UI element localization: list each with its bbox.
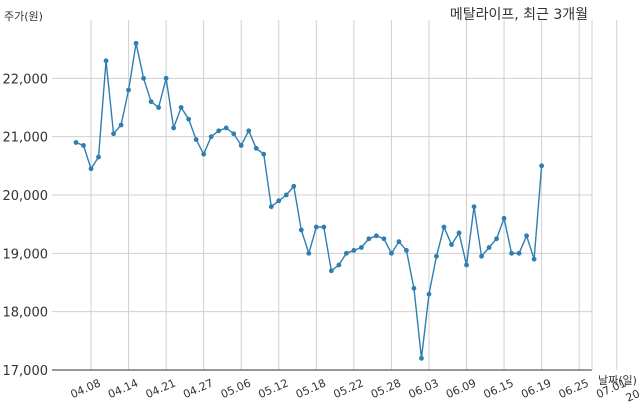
x-tick-label: 05.28 (369, 376, 403, 401)
data-point (441, 224, 447, 230)
data-point (343, 250, 349, 256)
data-point (336, 262, 342, 268)
data-point (238, 143, 244, 148)
data-point (246, 128, 252, 134)
data-point (133, 40, 139, 46)
x-tick-label: 06.15 (482, 376, 516, 401)
data-point (276, 198, 282, 204)
y-tick-label: 19,000 (3, 247, 49, 262)
y-tick-label: 17,000 (3, 364, 49, 379)
chart-title: 메탈라이프, 최근 3개월 (450, 7, 588, 23)
data-point (389, 250, 394, 256)
x-axis-label: 날짜(일) (598, 373, 637, 387)
data-point (328, 268, 334, 274)
data-point (306, 250, 312, 256)
data-point (516, 250, 522, 256)
data-point (111, 131, 116, 137)
data-point (148, 99, 154, 105)
x-tick-label: 05.12 (256, 376, 290, 401)
data-point (374, 233, 379, 239)
x-tick-labels: 04.08 04.14 04.21 04.27 05.06 05.12 05.18 05.22… (69, 373, 640, 405)
data-point (186, 116, 192, 122)
data-point (509, 250, 514, 256)
data-point (163, 75, 169, 81)
data-point (449, 242, 454, 247)
x-tick-label: 05.22 (331, 376, 365, 401)
data-point (434, 253, 439, 259)
data-point (456, 230, 462, 236)
data-point (223, 125, 229, 131)
price-series-points (73, 40, 545, 361)
data-point (479, 253, 484, 259)
data-point (81, 143, 86, 148)
x-tick-label: 06.25 (557, 376, 591, 401)
data-point (471, 204, 477, 210)
x-tick-label: 04.21 (144, 376, 178, 401)
data-point (419, 355, 424, 361)
price-series-line (75, 42, 543, 360)
data-point (524, 233, 529, 239)
data-point (291, 183, 297, 189)
data-point (404, 248, 409, 253)
y-tick-label: 20,000 (3, 189, 49, 204)
data-point (201, 151, 207, 157)
x-tick-label: 06.09 (444, 376, 478, 401)
data-point (216, 128, 222, 134)
data-point (464, 262, 469, 268)
data-point (494, 236, 499, 242)
data-point (351, 248, 357, 253)
y-tick-labels: 17,000 18,000 19,000 20,000 21,000 22,000 (3, 72, 49, 379)
data-point (486, 245, 492, 250)
data-point (96, 154, 101, 160)
data-point (126, 87, 131, 93)
data-point (539, 163, 545, 169)
data-point (268, 204, 274, 210)
data-point (396, 239, 402, 245)
data-point (118, 122, 124, 128)
x-tick-label: 06.03 (407, 376, 441, 401)
data-point (193, 137, 199, 142)
data-point (381, 236, 387, 242)
data-point (171, 125, 177, 131)
y-tick-label: 21,000 (3, 131, 49, 146)
y-tick-label: 18,000 (3, 306, 49, 321)
data-point (73, 140, 79, 145)
x-tick-label: 05.18 (294, 376, 328, 401)
grid-layer (52, 20, 618, 371)
data-point (321, 224, 327, 230)
x-tick-label: 04.27 (181, 376, 215, 401)
data-point (411, 285, 417, 291)
data-point (283, 192, 289, 198)
data-point (141, 75, 146, 81)
x-tick-label: 06.19 (519, 376, 553, 401)
data-point (88, 166, 94, 172)
x-tick-label: 04.08 (69, 376, 103, 401)
data-point (531, 256, 537, 262)
y-tick-label: 22,000 (3, 72, 49, 87)
data-point (298, 227, 304, 233)
data-point (103, 58, 109, 64)
data-point (501, 215, 507, 221)
data-point (313, 224, 319, 230)
data-point (231, 131, 237, 137)
x-tick-label: 05.06 (219, 376, 253, 401)
data-point (426, 291, 432, 297)
data-point (253, 145, 259, 151)
y-axis-label: 주가(원) (4, 10, 43, 23)
data-point (208, 134, 214, 140)
data-point (156, 105, 162, 110)
data-point (261, 151, 267, 157)
data-point (358, 245, 364, 250)
x-tick-label: 04.14 (106, 376, 140, 401)
axis-layer (52, 20, 593, 371)
data-point (178, 105, 184, 110)
data-point (366, 236, 372, 242)
